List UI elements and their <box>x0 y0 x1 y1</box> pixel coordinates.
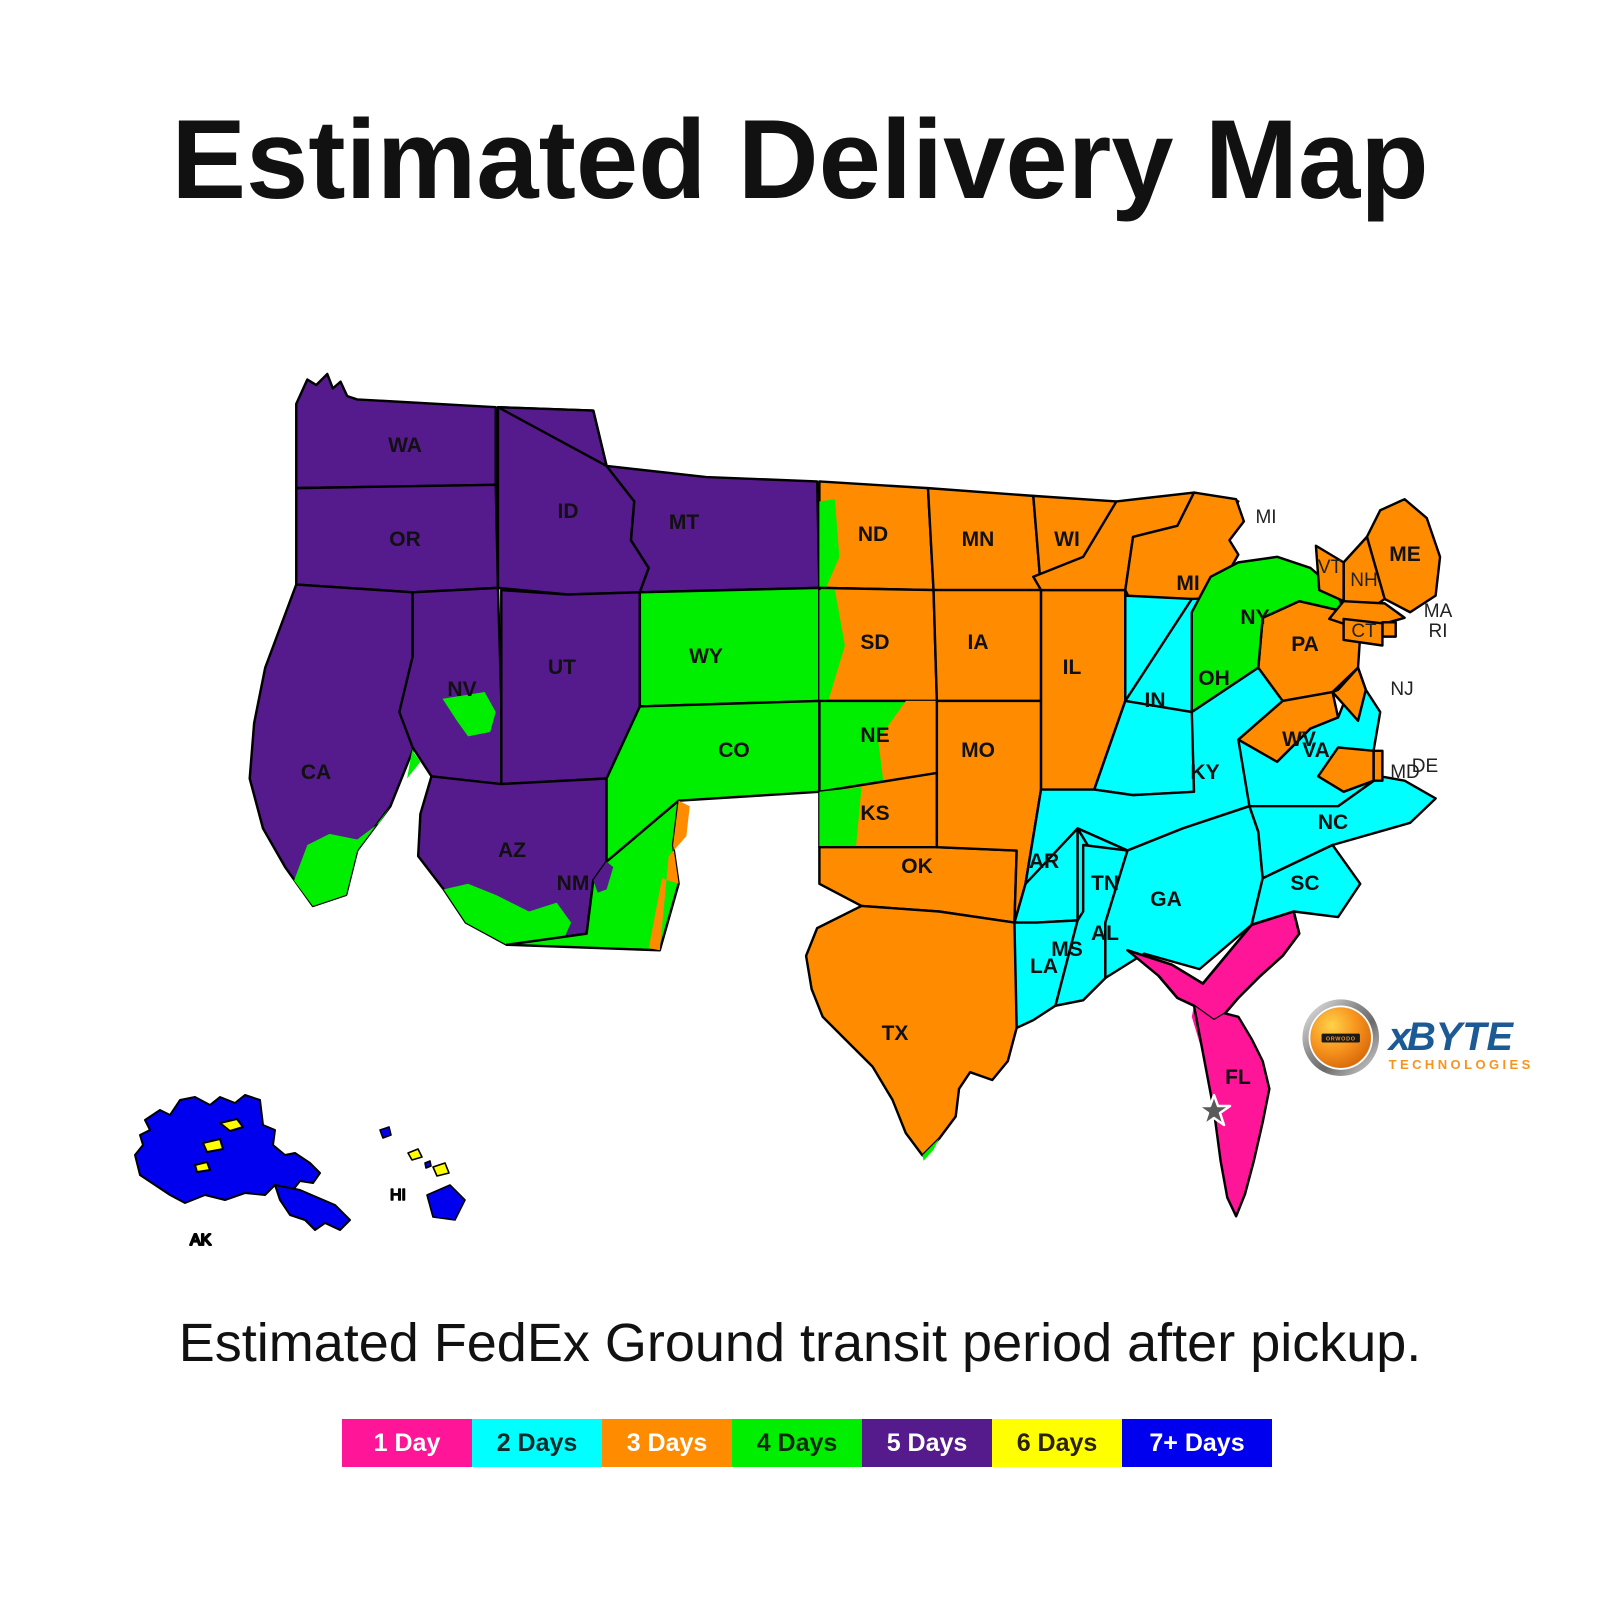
svg-text:AK: AK <box>190 1232 212 1249</box>
svg-text:BYTE: BYTE <box>1407 1015 1514 1059</box>
svg-text:TECHNOLOGIES: TECHNOLOGIES <box>1389 1057 1534 1072</box>
svg-text:ORWODO: ORWODO <box>1326 1036 1356 1042</box>
svg-text:HI: HI <box>390 1187 406 1204</box>
